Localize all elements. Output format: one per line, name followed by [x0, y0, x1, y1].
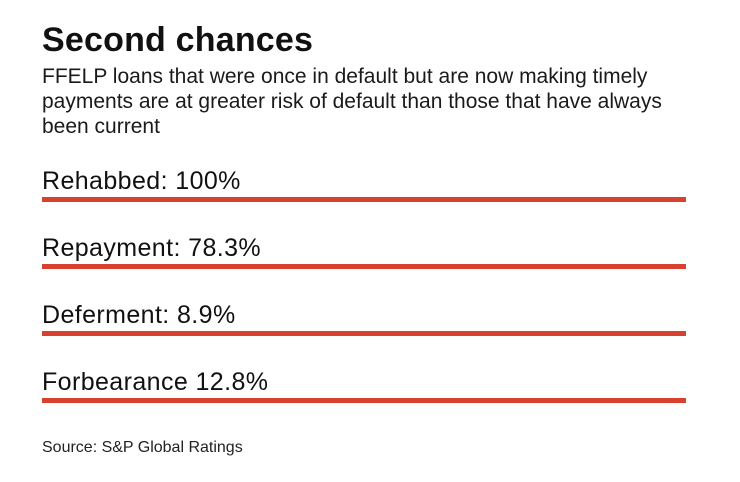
bar-track-repayment: [42, 264, 686, 269]
bar-track-forbearance: [42, 398, 686, 403]
bar-forbearance: [42, 398, 686, 403]
bar-row-forbearance: Forbearance 12.8%: [42, 361, 686, 428]
bar-track-deferment: [42, 331, 686, 336]
chart-source: Source: S&P Global Ratings: [42, 439, 243, 456]
bar-label-repayment: Repayment: 78.3%: [42, 234, 262, 262]
bar-row-rehabbed: Rehabbed: 100%: [42, 160, 686, 227]
bar-rehabbed: [42, 197, 686, 202]
bar-row-repayment: Repayment: 78.3%: [42, 227, 686, 294]
chart-title: Second chances: [42, 21, 314, 59]
bar-repayment: [42, 264, 686, 269]
bar-deferment: [42, 331, 686, 336]
bar-label-deferment: Deferment: 8.9%: [42, 301, 236, 329]
chart-subtitle: FFELP loans that were once in default bu…: [42, 65, 662, 138]
bar-rows: Rehabbed: 100% Repayment: 78.3% Deferment:…: [42, 160, 686, 428]
bar-track-rehabbed: [42, 197, 686, 202]
bar-row-deferment: Deferment: 8.9%: [42, 294, 686, 361]
bar-label-rehabbed: Rehabbed: 100%: [42, 167, 241, 195]
bar-label-forbearance: Forbearance 12.8%: [42, 368, 269, 396]
